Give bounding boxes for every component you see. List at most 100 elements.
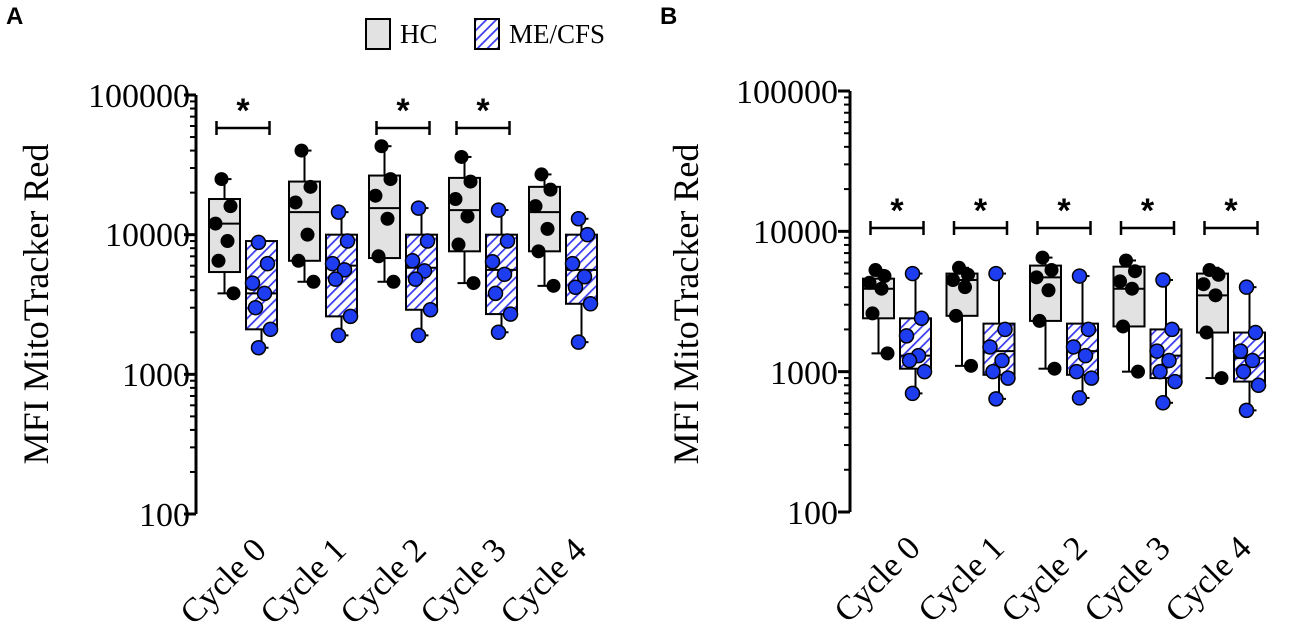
y-tick-label: 10000 — [753, 214, 838, 251]
significance-star: * — [974, 192, 988, 230]
hc-data-point — [1128, 264, 1142, 279]
hc-data-point — [1116, 319, 1130, 334]
chart-panel-a: MFI MitoTracker Red 100000 10000 1000 10… — [16, 78, 599, 632]
hc-data-point — [294, 143, 309, 158]
legend-hc-label: HC — [400, 19, 438, 49]
hc-data-point — [1041, 283, 1056, 298]
hc-data-point — [1032, 313, 1047, 328]
hc-data-point — [534, 167, 549, 182]
hc-data-point — [451, 237, 466, 252]
hc-data-point — [448, 192, 463, 207]
x-tick-label: Cycle 3 — [413, 531, 513, 631]
x-axis-ticks: Cycle 0 Cycle 1 Cycle 2 Cycle 3 Cycle 4 — [827, 529, 1258, 629]
mecfs-data-point — [1000, 370, 1016, 386]
mecfs-data-point — [336, 262, 353, 278]
hc-data-point — [1119, 253, 1133, 268]
hc-data-point — [1125, 281, 1139, 296]
x-tick-label: Cycle 2 — [333, 531, 433, 631]
hc-data-point — [1029, 270, 1044, 285]
mecfs-data-point — [339, 233, 356, 249]
hc-data-point — [961, 267, 975, 282]
hc-data-point — [958, 280, 972, 295]
hc-data-point — [300, 227, 315, 242]
hc-data-point — [211, 253, 226, 268]
significance-star: * — [396, 92, 410, 130]
hc-data-point — [880, 346, 895, 361]
hc-data-point — [1113, 274, 1127, 289]
y-tick-label: 100000 — [88, 78, 190, 115]
x-tick-label: Cycle 0 — [827, 529, 927, 629]
legend-hc-swatch — [365, 18, 391, 50]
hc-data-point — [380, 211, 395, 226]
mecfs-data-point — [994, 352, 1010, 369]
mecfs-data-point — [904, 385, 921, 402]
hc-data-point — [368, 188, 383, 203]
y-tick-label: 1000 — [770, 355, 838, 392]
mecfs-data-point — [410, 200, 427, 216]
hc-data-point — [528, 199, 543, 214]
mecfs-data-point — [484, 253, 501, 270]
mecfs-data-point — [982, 339, 998, 355]
significance-star: * — [236, 92, 250, 130]
hc-data-point — [463, 174, 478, 189]
hc-data-point — [1035, 250, 1050, 265]
mecfs-data-point — [1083, 370, 1100, 386]
mecfs-data-point — [250, 234, 267, 251]
hc-data-point — [964, 358, 978, 373]
y-tick-label: 100 — [139, 497, 190, 534]
hc-data-point — [949, 308, 963, 323]
mecfs-data-point — [997, 321, 1013, 338]
hc-data-point — [1047, 361, 1062, 376]
hc-data-point — [374, 139, 389, 154]
hc-data-point — [454, 149, 469, 164]
mecfs-data-point — [490, 324, 507, 341]
hc-data-point — [223, 199, 238, 214]
mecfs-data-point — [567, 279, 584, 296]
hc-box — [528, 185, 561, 253]
mecfs-data-point — [1065, 339, 1082, 355]
mecfs-data-point — [1071, 268, 1088, 284]
mecfs-data-point — [1152, 363, 1168, 380]
mecfs-data-point — [330, 327, 347, 344]
mecfs-data-point — [1149, 343, 1165, 359]
x-tick-label: Cycle 0 — [173, 531, 273, 631]
x-tick-label: Cycle 2 — [994, 529, 1094, 629]
mecfs-data-point — [1238, 402, 1255, 419]
hc-data-point — [1131, 364, 1145, 379]
legend: HC ME/CFS — [365, 18, 605, 50]
mecfs-data-point — [499, 233, 516, 249]
mecfs-data-point — [901, 352, 918, 369]
hc-data-point — [1214, 371, 1229, 386]
mecfs-data-point — [898, 328, 915, 344]
hc-data-point — [291, 253, 306, 268]
mecfs-data-point — [490, 202, 507, 218]
mecfs-data-point — [1250, 377, 1267, 394]
y-tick-label: 100 — [787, 495, 838, 532]
mecfs-data-point — [342, 308, 359, 325]
hc-data-point — [288, 195, 303, 210]
hc-data-point — [1196, 277, 1211, 292]
x-tick-label: Cycle 3 — [1077, 529, 1177, 629]
mecfs-data-point — [1155, 395, 1171, 411]
mecfs-data-point — [1238, 279, 1255, 295]
hc-data-point — [306, 274, 321, 289]
hc-data-point — [383, 172, 398, 187]
mecfs-data-point — [407, 271, 424, 287]
legend-mecfs-swatch — [474, 18, 500, 50]
x-tick-label: Cycle 4 — [1158, 529, 1258, 629]
mecfs-data-point — [256, 285, 273, 302]
mecfs-data-point — [988, 265, 1004, 282]
mecfs-data-point — [564, 255, 581, 272]
x-tick-label: Cycle 1 — [253, 531, 353, 631]
hc-data-point — [1199, 325, 1214, 340]
mecfs-data-point — [582, 296, 599, 312]
hc-data-point — [540, 221, 555, 236]
x-tick-label: Cycle 1 — [911, 529, 1011, 629]
mecfs-data-point — [259, 255, 276, 272]
mecfs-data-point — [1161, 352, 1177, 369]
x-tick-label: Cycle 4 — [493, 531, 593, 631]
panel-a-letter: A — [6, 3, 23, 30]
hc-data-point — [208, 216, 223, 231]
y-axis-label: MFI MitoTracker Red — [666, 144, 706, 465]
